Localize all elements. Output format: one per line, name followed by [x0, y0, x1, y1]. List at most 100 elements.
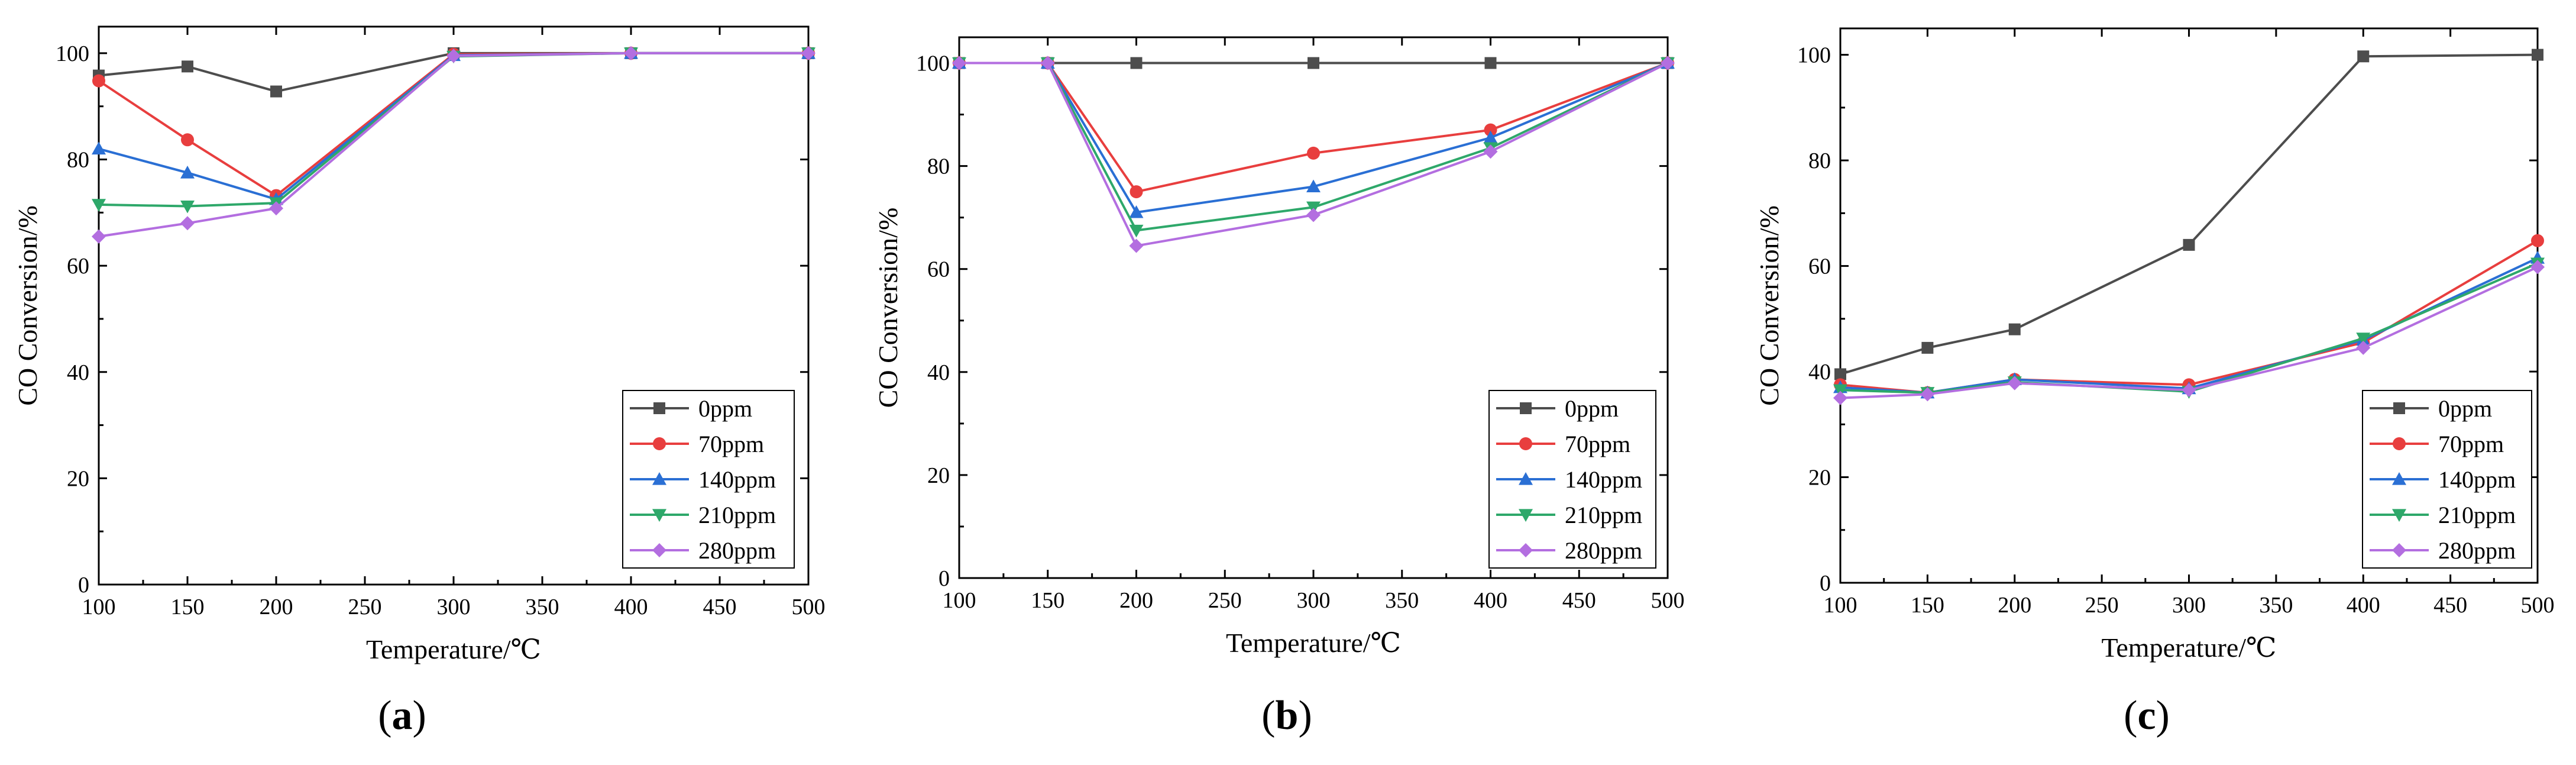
- data-point-140ppm: [1306, 179, 1321, 193]
- legend-marker-280ppm: [1519, 543, 1533, 557]
- x-tick-label: 400: [1474, 588, 1507, 613]
- y-tick-label: 60: [1808, 254, 1831, 279]
- y-tick-label: 0: [1820, 571, 1831, 596]
- x-tick-label: 450: [2433, 593, 2467, 618]
- y-tick-label: 60: [67, 254, 89, 279]
- legend-label-0ppm: 0ppm: [2438, 395, 2492, 422]
- legend: 0ppm 70ppm 140ppm 210ppm 280ppm: [1488, 390, 1656, 569]
- data-point-70ppm: [1484, 123, 1497, 137]
- data-point-70ppm: [2531, 234, 2544, 247]
- data-point-280ppm: [269, 201, 283, 216]
- legend-marker-0ppm: [1520, 402, 1532, 414]
- x-tick-label: 400: [2347, 593, 2380, 618]
- data-point-280ppm: [2182, 383, 2196, 398]
- x-tick-label: 500: [1651, 588, 1685, 613]
- legend-label-70ppm: 70ppm: [698, 431, 764, 457]
- x-axis-title: Temperature/℃: [366, 634, 541, 664]
- data-point-0ppm: [1308, 57, 1319, 69]
- legend-label-280ppm: 280ppm: [2438, 537, 2516, 564]
- data-point-280ppm: [2356, 340, 2371, 355]
- y-tick-label: 80: [1808, 149, 1831, 173]
- data-point-280ppm: [1833, 390, 1847, 405]
- series-line-210ppm: [98, 51, 808, 208]
- y-tick-label: 20: [927, 463, 950, 488]
- x-tick-label: 150: [1911, 593, 1944, 618]
- data-point-0ppm: [1834, 368, 1846, 380]
- series-line-70ppm: [98, 51, 808, 198]
- legend-label-0ppm: 0ppm: [698, 395, 752, 422]
- legend-label-210ppm: 210ppm: [2438, 502, 2516, 528]
- series-line-280ppm: [1840, 266, 2538, 399]
- legend: 0ppm 70ppm 140ppm 210ppm 280ppm: [2362, 390, 2532, 569]
- x-tick-label: 150: [1031, 588, 1064, 613]
- data-point-280ppm: [1040, 56, 1055, 70]
- y-tick-label: 80: [67, 148, 89, 173]
- panel-label: (c): [2124, 693, 2170, 738]
- data-point-280ppm: [1483, 144, 1498, 159]
- data-point-280ppm: [92, 229, 106, 244]
- series-line-280ppm: [98, 51, 808, 238]
- x-tick-label: 400: [614, 595, 648, 619]
- x-tick-label: 350: [2259, 593, 2293, 618]
- data-point-280ppm: [1661, 56, 1675, 70]
- y-tick-label: 40: [927, 360, 950, 385]
- data-point-280ppm: [446, 49, 461, 63]
- legend-label-0ppm: 0ppm: [1565, 395, 1619, 422]
- data-point-210ppm: [1833, 384, 1847, 398]
- legend: 0ppm 70ppm 140ppm 210ppm 280ppm: [622, 390, 795, 569]
- data-point-140ppm: [1483, 130, 1498, 144]
- x-tick-label: 450: [1562, 588, 1596, 613]
- legend-label-210ppm: 210ppm: [1565, 502, 1642, 528]
- y-tick-label: 0: [78, 573, 89, 598]
- data-point-0ppm: [2532, 49, 2543, 61]
- data-point-70ppm: [92, 74, 105, 88]
- legend-marker-210ppm: [1519, 509, 1533, 522]
- legend-marker-70ppm: [653, 437, 666, 450]
- series-line-0ppm: [1840, 53, 2538, 376]
- data-point-280ppm: [2007, 376, 2022, 390]
- legend-marker-0ppm: [2393, 402, 2405, 414]
- x-tick-label: 350: [1385, 588, 1419, 613]
- legend-marker-280ppm: [652, 543, 666, 557]
- legend-label-140ppm: 140ppm: [698, 466, 776, 493]
- legend-label-70ppm: 70ppm: [2438, 431, 2504, 457]
- data-point-70ppm: [1307, 146, 1320, 160]
- data-point-210ppm: [92, 199, 106, 212]
- panel-c: 100 150 200 250 300 350 400 450 500 0 20 40 60 80 100 T…: [1754, 27, 2555, 738]
- data-point-0ppm: [1921, 341, 1934, 354]
- series-line-140ppm: [98, 51, 808, 201]
- data-point-280ppm: [1920, 387, 1935, 402]
- data-point-140ppm: [1129, 205, 1144, 218]
- data-point-210ppm: [2356, 333, 2371, 346]
- x-tick-label: 300: [437, 595, 471, 619]
- data-point-0ppm: [2183, 238, 2195, 251]
- x-tick-label: 200: [1119, 588, 1153, 613]
- legend-label-280ppm: 280ppm: [1565, 537, 1642, 564]
- y-tick-label: 20: [1808, 466, 1831, 490]
- legend-marker-140ppm: [2392, 472, 2406, 485]
- data-point-280ppm: [624, 46, 638, 60]
- y-tick-label: 80: [927, 154, 950, 179]
- x-tick-label: 200: [260, 595, 293, 619]
- legend-marker-0ppm: [653, 402, 665, 414]
- legend-marker-280ppm: [2392, 543, 2406, 557]
- x-tick-label: 350: [526, 595, 559, 619]
- legend-marker-70ppm: [2393, 437, 2406, 450]
- panel-label: (a): [378, 693, 426, 738]
- y-tick-label: 100: [56, 41, 89, 66]
- series-line-210ppm: [1840, 262, 2538, 394]
- y-tick-label: 20: [67, 466, 89, 491]
- data-point-70ppm: [1130, 185, 1143, 199]
- data-point-280ppm: [1129, 238, 1144, 253]
- data-point-280ppm: [952, 56, 966, 70]
- series-line-140ppm: [1840, 257, 2538, 394]
- legend-marker-210ppm: [652, 509, 666, 522]
- x-tick-label: 150: [171, 595, 205, 619]
- legend-marker-70ppm: [1519, 437, 1532, 450]
- y-tick-label: 100: [916, 51, 950, 76]
- data-point-210ppm: [1129, 224, 1144, 238]
- y-tick-label: 60: [927, 257, 950, 282]
- series-line-70ppm: [959, 62, 1668, 193]
- y-axis-title: CO Conversion/%: [12, 205, 43, 406]
